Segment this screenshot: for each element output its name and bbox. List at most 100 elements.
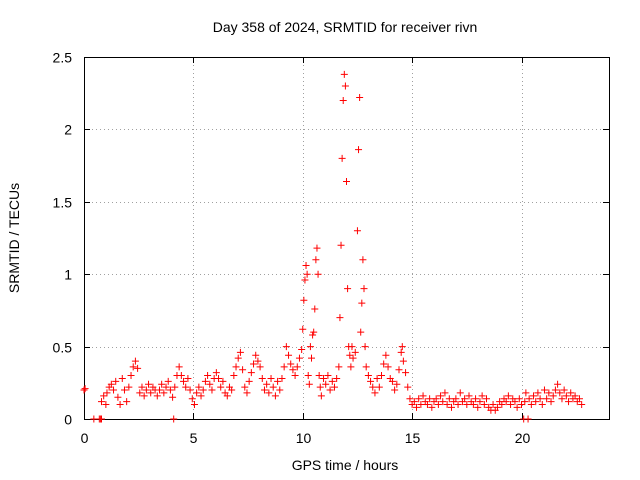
data-point xyxy=(452,395,460,403)
data-point xyxy=(230,372,238,380)
data-point xyxy=(171,383,179,391)
data-point xyxy=(285,351,293,359)
data-point xyxy=(335,363,343,371)
data-point xyxy=(162,383,170,391)
data-point xyxy=(437,392,445,400)
data-point xyxy=(269,383,277,391)
data-point xyxy=(306,343,314,351)
data-point xyxy=(493,403,501,411)
data-point xyxy=(341,82,349,90)
data-point xyxy=(554,380,562,388)
data-point xyxy=(299,325,307,333)
data-point xyxy=(243,389,251,397)
data-point xyxy=(575,395,583,403)
data-point xyxy=(522,389,530,397)
data-point xyxy=(118,374,126,382)
data-point xyxy=(337,241,345,249)
data-point xyxy=(267,374,275,382)
data-point xyxy=(558,395,566,403)
data-point xyxy=(112,377,120,385)
data-point xyxy=(175,363,183,371)
data-point xyxy=(463,401,471,409)
data-point xyxy=(362,363,370,371)
data-point xyxy=(511,398,519,406)
data-point xyxy=(478,392,486,400)
data-point xyxy=(313,244,321,252)
x-tick-label: 15 xyxy=(405,430,421,446)
data-point xyxy=(399,357,407,365)
data-point xyxy=(398,343,406,351)
data-point xyxy=(136,389,144,397)
data-point xyxy=(147,389,155,397)
data-point xyxy=(434,401,442,409)
data-point xyxy=(378,372,385,380)
data-point xyxy=(556,389,564,397)
data-point xyxy=(513,403,521,411)
data-point xyxy=(291,372,299,380)
data-point xyxy=(545,389,553,397)
data-point xyxy=(441,389,449,397)
data-point xyxy=(393,380,401,388)
data-point xyxy=(190,401,198,409)
data-point xyxy=(504,392,512,400)
data-point xyxy=(391,386,399,394)
data-point xyxy=(397,348,405,356)
data-point xyxy=(177,372,185,380)
data-point xyxy=(532,398,540,406)
x-tick-label: 5 xyxy=(190,430,198,446)
data-point xyxy=(322,380,330,388)
y-tick-label: 2.5 xyxy=(53,50,73,66)
data-point xyxy=(310,328,318,336)
data-point xyxy=(125,383,133,391)
data-point xyxy=(474,403,482,411)
data-point xyxy=(300,296,308,304)
data-point xyxy=(483,395,490,403)
data-point xyxy=(355,146,363,154)
data-point xyxy=(232,363,240,371)
data-point xyxy=(419,392,427,400)
data-point xyxy=(324,372,332,380)
data-point xyxy=(236,348,244,356)
data-point xyxy=(348,343,356,351)
data-point xyxy=(302,262,310,270)
data-point xyxy=(338,154,346,162)
data-point xyxy=(489,401,497,409)
data-point xyxy=(410,398,418,406)
plot-frame xyxy=(84,57,610,420)
data-point xyxy=(263,380,271,388)
data-point xyxy=(502,398,510,406)
data-point xyxy=(515,395,523,403)
data-point xyxy=(278,374,286,382)
data-point xyxy=(276,386,284,394)
data-point xyxy=(344,285,352,293)
data-point xyxy=(560,386,568,394)
data-point xyxy=(316,383,324,391)
data-point xyxy=(186,386,194,394)
data-point xyxy=(543,395,551,403)
data-point xyxy=(364,372,372,380)
data-point xyxy=(215,374,223,382)
data-point xyxy=(123,398,131,406)
data-point xyxy=(357,328,365,336)
data-point xyxy=(371,389,379,397)
data-point xyxy=(567,389,575,397)
data-point xyxy=(356,94,364,102)
data-point xyxy=(155,386,163,394)
data-point xyxy=(208,386,216,394)
data-point xyxy=(217,383,225,391)
data-point xyxy=(476,398,484,406)
data-point xyxy=(145,380,153,388)
data-point xyxy=(184,374,192,382)
data-point xyxy=(265,389,273,397)
data-point xyxy=(347,363,355,371)
data-point xyxy=(239,366,247,374)
y-axis-label: SRMTID / TECUs xyxy=(6,183,22,293)
data-point xyxy=(206,380,214,388)
data-point xyxy=(480,401,488,409)
data-point xyxy=(274,377,282,385)
data-point xyxy=(308,354,315,362)
data-point xyxy=(353,227,361,235)
data-point xyxy=(188,395,196,403)
y-tick-label: 1.5 xyxy=(53,195,73,211)
